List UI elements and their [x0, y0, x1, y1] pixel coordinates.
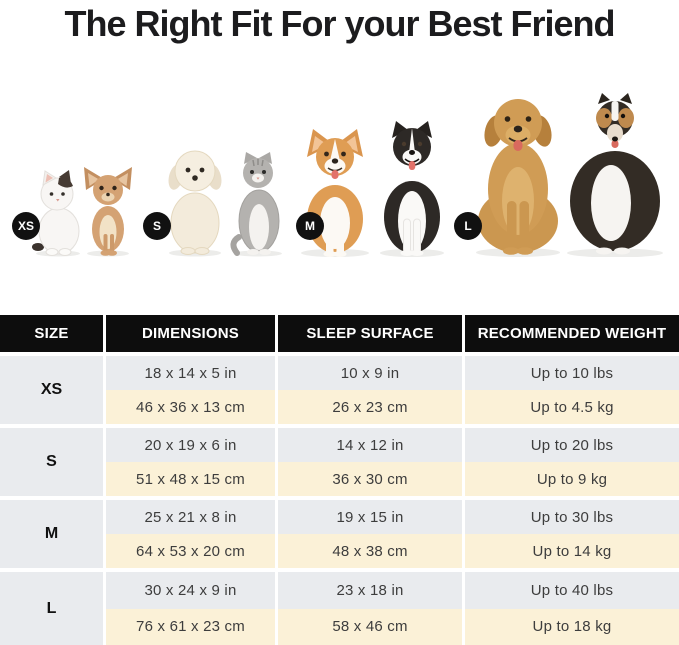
- dimensions-cell: 76 x 61 x 23 cm: [106, 608, 275, 645]
- column-header-dimensions: DIMENSIONS: [106, 315, 275, 352]
- column-header-recommended-weight: RECOMMENDED WEIGHT: [465, 315, 679, 352]
- size-badge-xs: XS: [12, 212, 40, 240]
- size-badge-m: M: [296, 212, 324, 240]
- size-cell-xs: XS: [0, 356, 103, 424]
- table-row: 20 x 19 x 6 in 14 x 12 in Up to 20 lbs: [106, 428, 679, 462]
- l-golden-retriever-image: [476, 99, 560, 257]
- size-badge-s: S: [143, 212, 171, 240]
- column-header-size: SIZE: [0, 315, 103, 352]
- table-row: 46 x 36 x 13 cm 26 x 23 cm Up to 4.5 kg: [106, 390, 679, 424]
- size-cell-s: S: [0, 428, 103, 496]
- table-group-xs: XS 18 x 14 x 5 in 10 x 9 in Up to 10 lbs…: [0, 356, 679, 424]
- sleep-surface-cell: 36 x 30 cm: [278, 462, 462, 496]
- weight-cell: Up to 30 lbs: [465, 500, 679, 534]
- weight-cell: Up to 20 lbs: [465, 428, 679, 462]
- weight-cell: Up to 10 lbs: [465, 356, 679, 390]
- dimensions-cell: 64 x 53 x 20 cm: [106, 534, 275, 568]
- table-group-l: L 30 x 24 x 9 in 23 x 18 in Up to 40 lbs…: [0, 572, 679, 645]
- sleep-surface-cell: 48 x 38 cm: [278, 534, 462, 568]
- size-badge-l: L: [454, 212, 482, 240]
- pets-illustration: XS S M L: [0, 60, 679, 260]
- size-table: SIZE DIMENSIONS SLEEP SURFACE RECOMMENDE…: [0, 315, 679, 645]
- table-row: 76 x 61 x 23 cm 58 x 46 cm Up to 18 kg: [106, 608, 679, 645]
- sleep-surface-cell: 14 x 12 in: [278, 428, 462, 462]
- dimensions-cell: 18 x 14 x 5 in: [106, 356, 275, 390]
- sleep-surface-cell: 19 x 15 in: [278, 500, 462, 534]
- size-cell-m: M: [0, 500, 103, 568]
- sleep-surface-cell: 58 x 46 cm: [278, 608, 462, 645]
- size-cell-l: L: [0, 572, 103, 645]
- table-header-row: SIZE DIMENSIONS SLEEP SURFACE RECOMMENDE…: [0, 315, 679, 352]
- m-corgi-image: [301, 129, 369, 257]
- dimensions-cell: 20 x 19 x 6 in: [106, 428, 275, 462]
- table-row: 18 x 14 x 5 in 10 x 9 in Up to 10 lbs: [106, 356, 679, 390]
- weight-cell: Up to 40 lbs: [465, 572, 679, 609]
- weight-cell: Up to 9 kg: [465, 462, 679, 496]
- dimensions-cell: 46 x 36 x 13 cm: [106, 390, 275, 424]
- s-puppy-image: [168, 150, 222, 257]
- dimensions-cell: 25 x 21 x 8 in: [106, 500, 275, 534]
- column-header-sleep-surface: SLEEP SURFACE: [278, 315, 462, 352]
- weight-cell: Up to 18 kg: [465, 608, 679, 645]
- page-title: The Right Fit For your Best Friend: [64, 3, 616, 44]
- table-row: 30 x 24 x 9 in 23 x 18 in Up to 40 lbs: [106, 572, 679, 609]
- l-collie-image: [567, 93, 663, 257]
- table-group-s: S 20 x 19 x 6 in 14 x 12 in Up to 20 lbs…: [0, 428, 679, 496]
- s-cat-image: [230, 152, 282, 257]
- dimensions-cell: 30 x 24 x 9 in: [106, 572, 275, 609]
- table-row: 51 x 48 x 15 cm 36 x 30 cm Up to 9 kg: [106, 462, 679, 496]
- sleep-surface-cell: 23 x 18 in: [278, 572, 462, 609]
- xs-cat-image: [32, 170, 80, 257]
- weight-cell: Up to 4.5 kg: [465, 390, 679, 424]
- dimensions-cell: 51 x 48 x 15 cm: [106, 462, 275, 496]
- sleep-surface-cell: 26 x 23 cm: [278, 390, 462, 424]
- table-row: 64 x 53 x 20 cm 48 x 38 cm Up to 14 kg: [106, 534, 679, 568]
- sleep-surface-cell: 10 x 9 in: [278, 356, 462, 390]
- weight-cell: Up to 14 kg: [465, 534, 679, 568]
- m-border-collie-image: [380, 121, 444, 257]
- table-group-m: M 25 x 21 x 8 in 19 x 15 in Up to 30 lbs…: [0, 500, 679, 568]
- table-row: 25 x 21 x 8 in 19 x 15 in Up to 30 lbs: [106, 500, 679, 534]
- xs-chihuahua-image: [84, 167, 132, 257]
